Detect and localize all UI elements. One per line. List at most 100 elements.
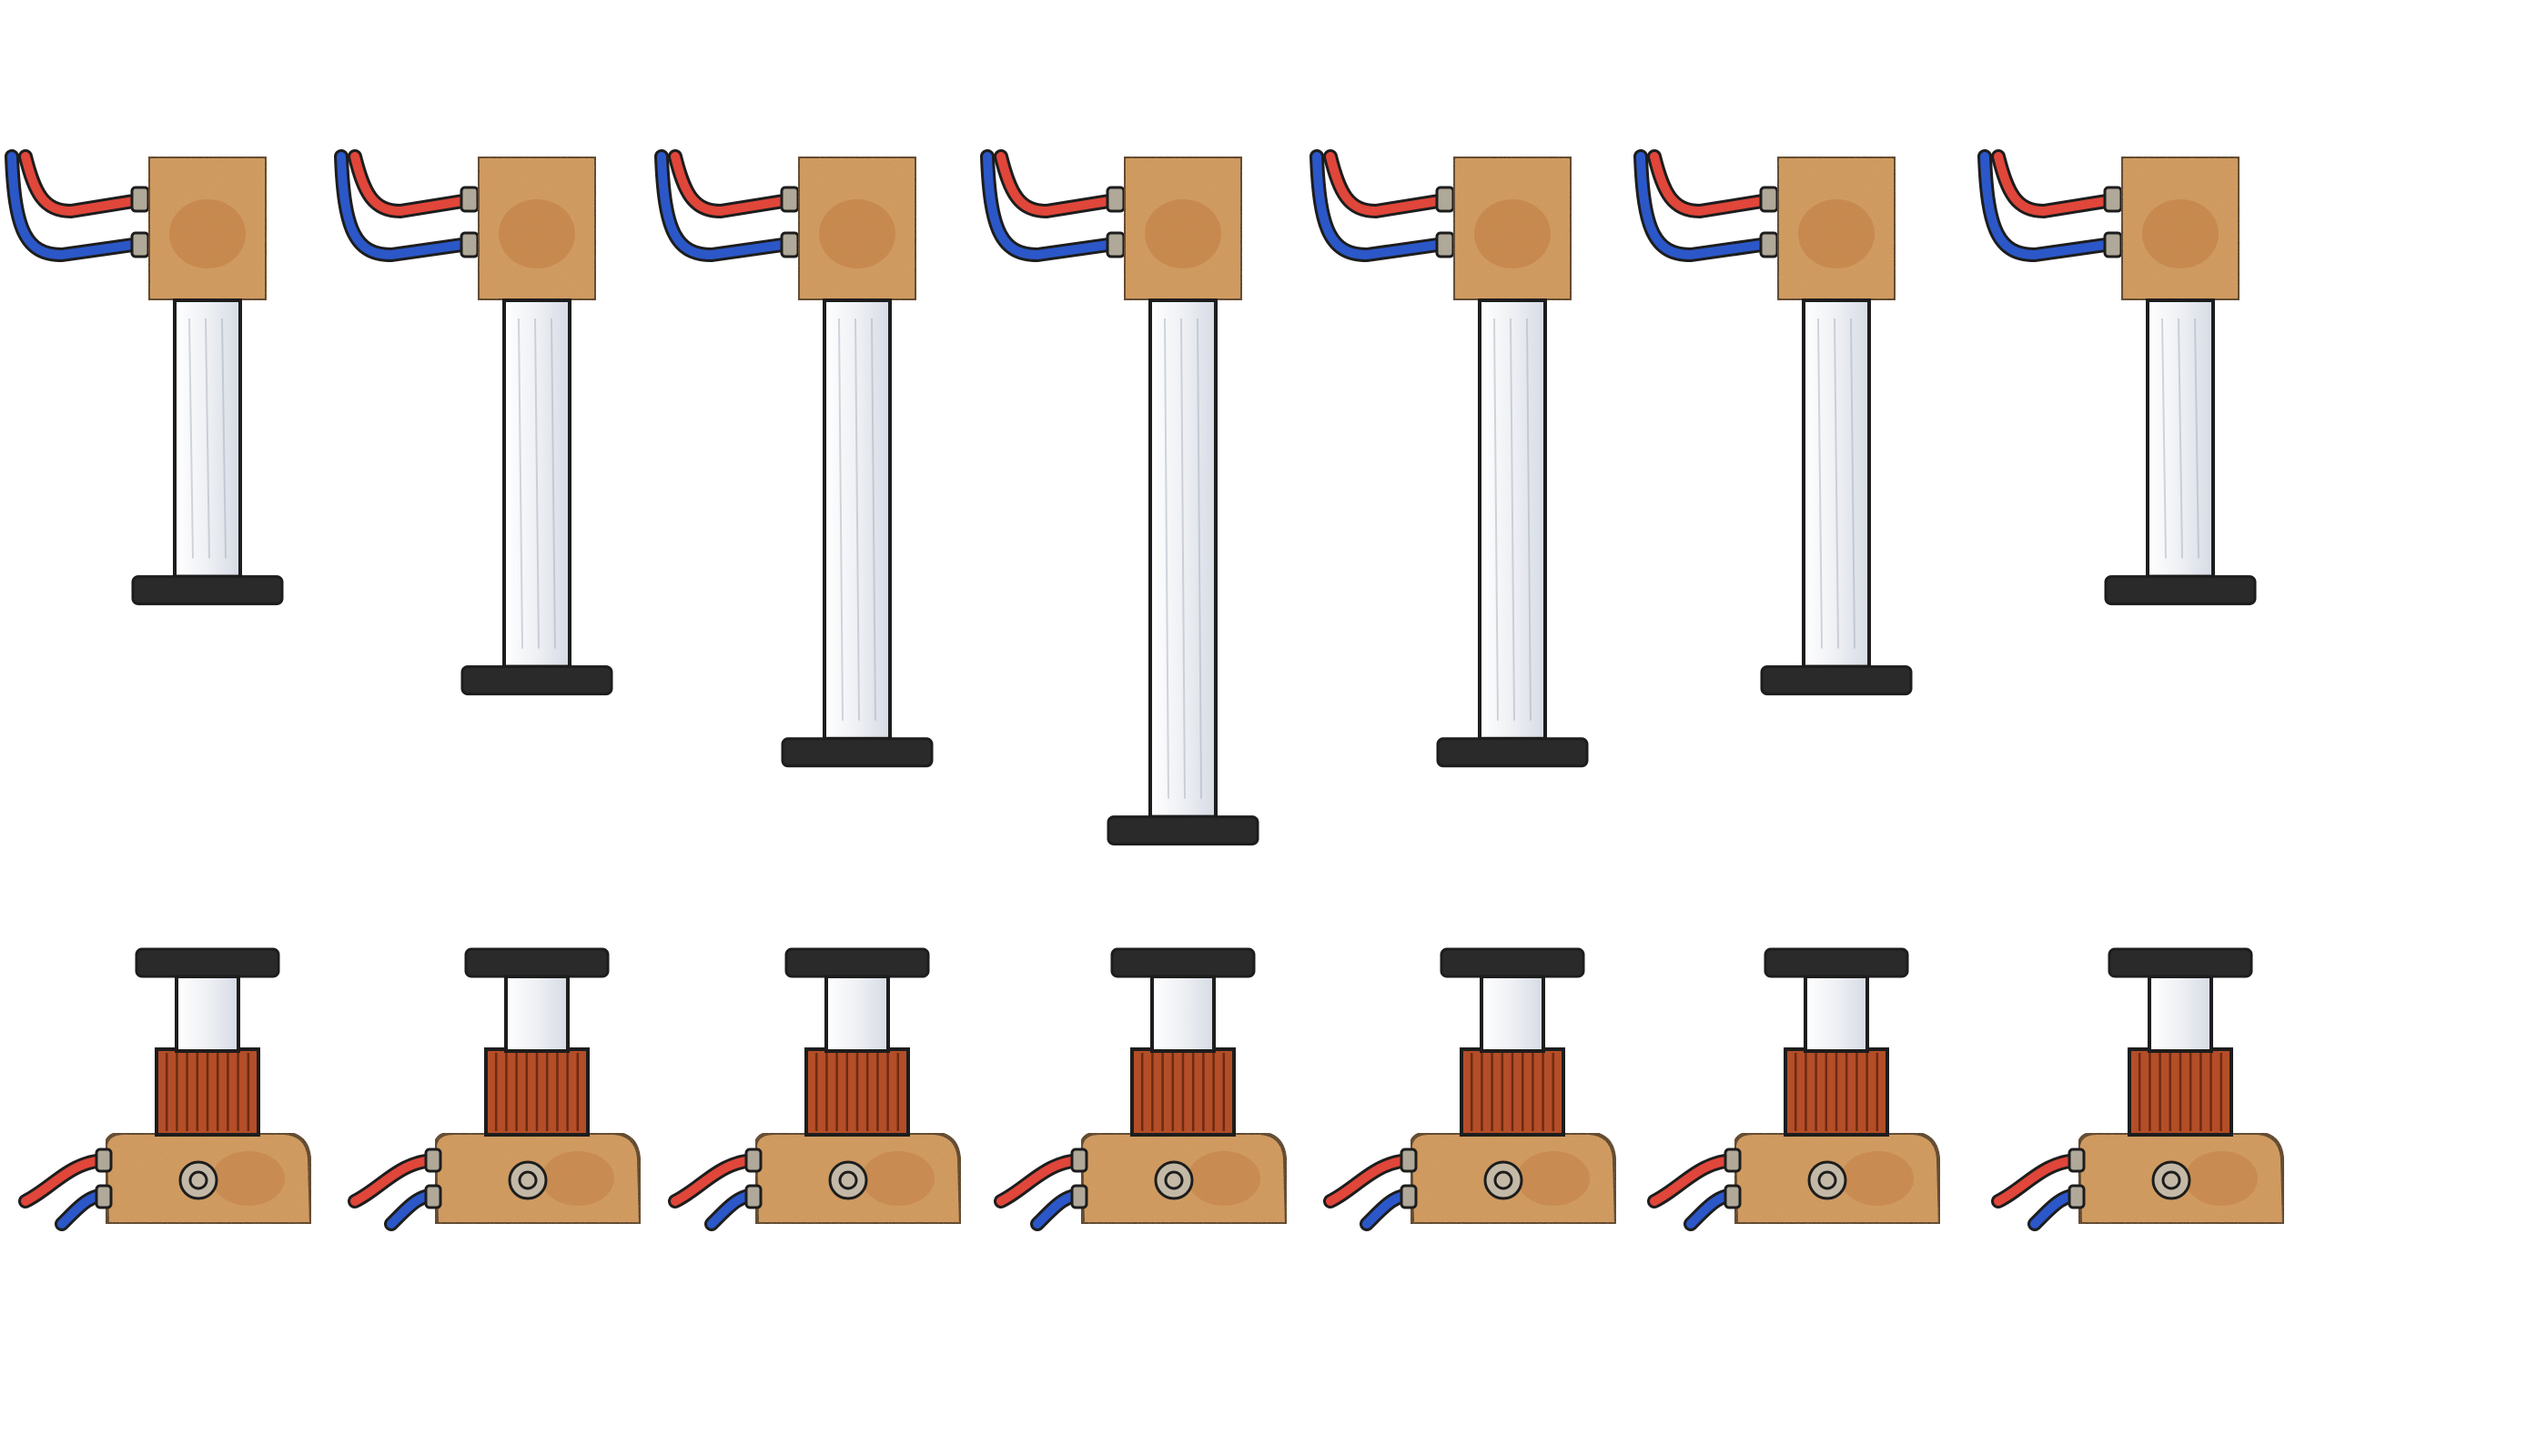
red-wire <box>1650 152 1773 217</box>
screw-terminal-icon <box>1759 231 1779 258</box>
rod-end-disc <box>131 575 284 606</box>
red-wire <box>21 152 144 217</box>
red-wire <box>1994 152 2117 217</box>
rod-streak <box>188 318 194 559</box>
wood-grain-spot <box>541 1151 614 1206</box>
screw-terminal-icon <box>95 1184 113 1209</box>
rod-streak <box>838 318 844 721</box>
screw-terminal-icon <box>2103 186 2123 213</box>
rod-streak <box>205 318 210 559</box>
screw-terminal-icon <box>1106 231 1126 258</box>
wood-grain-spot <box>1841 1151 1914 1206</box>
rod-streak <box>871 318 876 721</box>
screw-terminal-icon <box>828 1160 868 1200</box>
rod-streak <box>2161 318 2167 559</box>
screw-terminal-icon <box>130 231 150 258</box>
screw-head-ring <box>518 1170 538 1190</box>
rod-streak <box>1510 318 1515 721</box>
screw-head-ring <box>838 1170 858 1190</box>
screw-terminal-icon <box>460 231 480 258</box>
wood-grain-spot <box>1188 1151 1260 1206</box>
plunger-top-disc <box>1440 947 1585 978</box>
screw-terminal-icon <box>1106 186 1126 213</box>
rod-streak <box>1834 318 1839 649</box>
stage-unit <box>654 149 964 1231</box>
screw-terminal-icon <box>2068 1148 2086 1173</box>
rod-streak <box>1180 318 1186 799</box>
bottom-base-unit <box>668 947 964 1231</box>
blue-wire <box>1636 152 1773 260</box>
plunger-top-disc <box>784 947 930 978</box>
rod-streak <box>854 318 860 721</box>
screw-terminal-icon <box>178 1160 218 1200</box>
screw-head-ring <box>2161 1170 2181 1190</box>
wood-grain-spot <box>1798 199 1875 268</box>
bottom-base-unit <box>18 947 314 1231</box>
wood-grain-spot <box>1517 1151 1590 1206</box>
red-wire <box>671 152 794 217</box>
stage-unit <box>5 149 314 1231</box>
plunger-rod <box>1480 975 1545 1053</box>
top-hanging-unit <box>980 149 1259 846</box>
blue-wire <box>1980 152 2117 260</box>
bottom-base-unit <box>994 947 1289 1231</box>
rod-streak <box>1817 318 1823 649</box>
screw-terminal-icon <box>1483 1160 1523 1200</box>
plunger-rod <box>2148 975 2213 1053</box>
rod-end-disc <box>1760 665 1913 696</box>
top-hanging-unit <box>1977 149 2257 606</box>
screw-terminal-icon <box>1070 1184 1088 1209</box>
rod-streak <box>1493 318 1499 721</box>
rod-end-disc <box>460 665 613 696</box>
rod-streak <box>1850 318 1855 649</box>
red-wire <box>350 152 473 217</box>
screw-terminal-icon <box>424 1148 442 1173</box>
rod-streak <box>1164 318 1169 799</box>
plunger-top-disc <box>2108 947 2253 978</box>
screw-terminal-icon <box>1400 1148 1418 1173</box>
wood-grain-spot <box>169 199 246 268</box>
top-hanging-unit <box>334 149 613 696</box>
screw-terminal-icon <box>2103 231 2123 258</box>
wood-grain-spot <box>212 1151 285 1206</box>
bottom-base-unit <box>348 947 643 1231</box>
rod-streak <box>221 318 227 559</box>
top-hanging-unit <box>654 149 934 768</box>
top-hanging-unit <box>5 149 284 606</box>
wood-grain-spot <box>499 199 575 268</box>
blue-wire <box>7 152 144 260</box>
red-wire <box>1326 152 1449 217</box>
screw-terminal-icon <box>1724 1148 1742 1173</box>
top-hanging-unit <box>1633 149 1913 696</box>
wood-grain-spot <box>1474 199 1551 268</box>
stage-unit <box>1309 149 1619 1231</box>
plunger-rod <box>175 975 240 1053</box>
rod-end-disc <box>1436 737 1589 768</box>
hanging-rod <box>1478 298 1547 741</box>
blue-wire <box>337 152 473 260</box>
screw-terminal-icon <box>1400 1184 1418 1209</box>
hanging-rod <box>823 298 892 741</box>
stage-unit <box>1633 149 1943 1231</box>
plunger-rod <box>824 975 890 1053</box>
plunger-top-disc <box>1764 947 1909 978</box>
bottom-base-unit <box>1991 947 2287 1231</box>
top-hanging-unit <box>1309 149 1589 768</box>
rod-streak <box>1526 318 1532 721</box>
screw-terminal-icon <box>744 1148 763 1173</box>
wood-grain-spot <box>819 199 895 268</box>
screw-terminal-icon <box>508 1160 548 1200</box>
rod-streak <box>1197 318 1202 799</box>
rod-streak <box>518 318 523 649</box>
rod-streak <box>2194 318 2199 559</box>
screw-terminal-icon <box>424 1184 442 1209</box>
hanging-rod <box>1148 298 1218 819</box>
rod-end-disc <box>2104 575 2257 606</box>
blue-wire <box>657 152 794 260</box>
rod-end-disc <box>1107 815 1259 846</box>
screw-terminal-icon <box>780 186 800 213</box>
screw-terminal-icon <box>1070 1148 1088 1173</box>
screw-terminal-icon <box>1435 186 1455 213</box>
red-wire <box>996 152 1119 217</box>
